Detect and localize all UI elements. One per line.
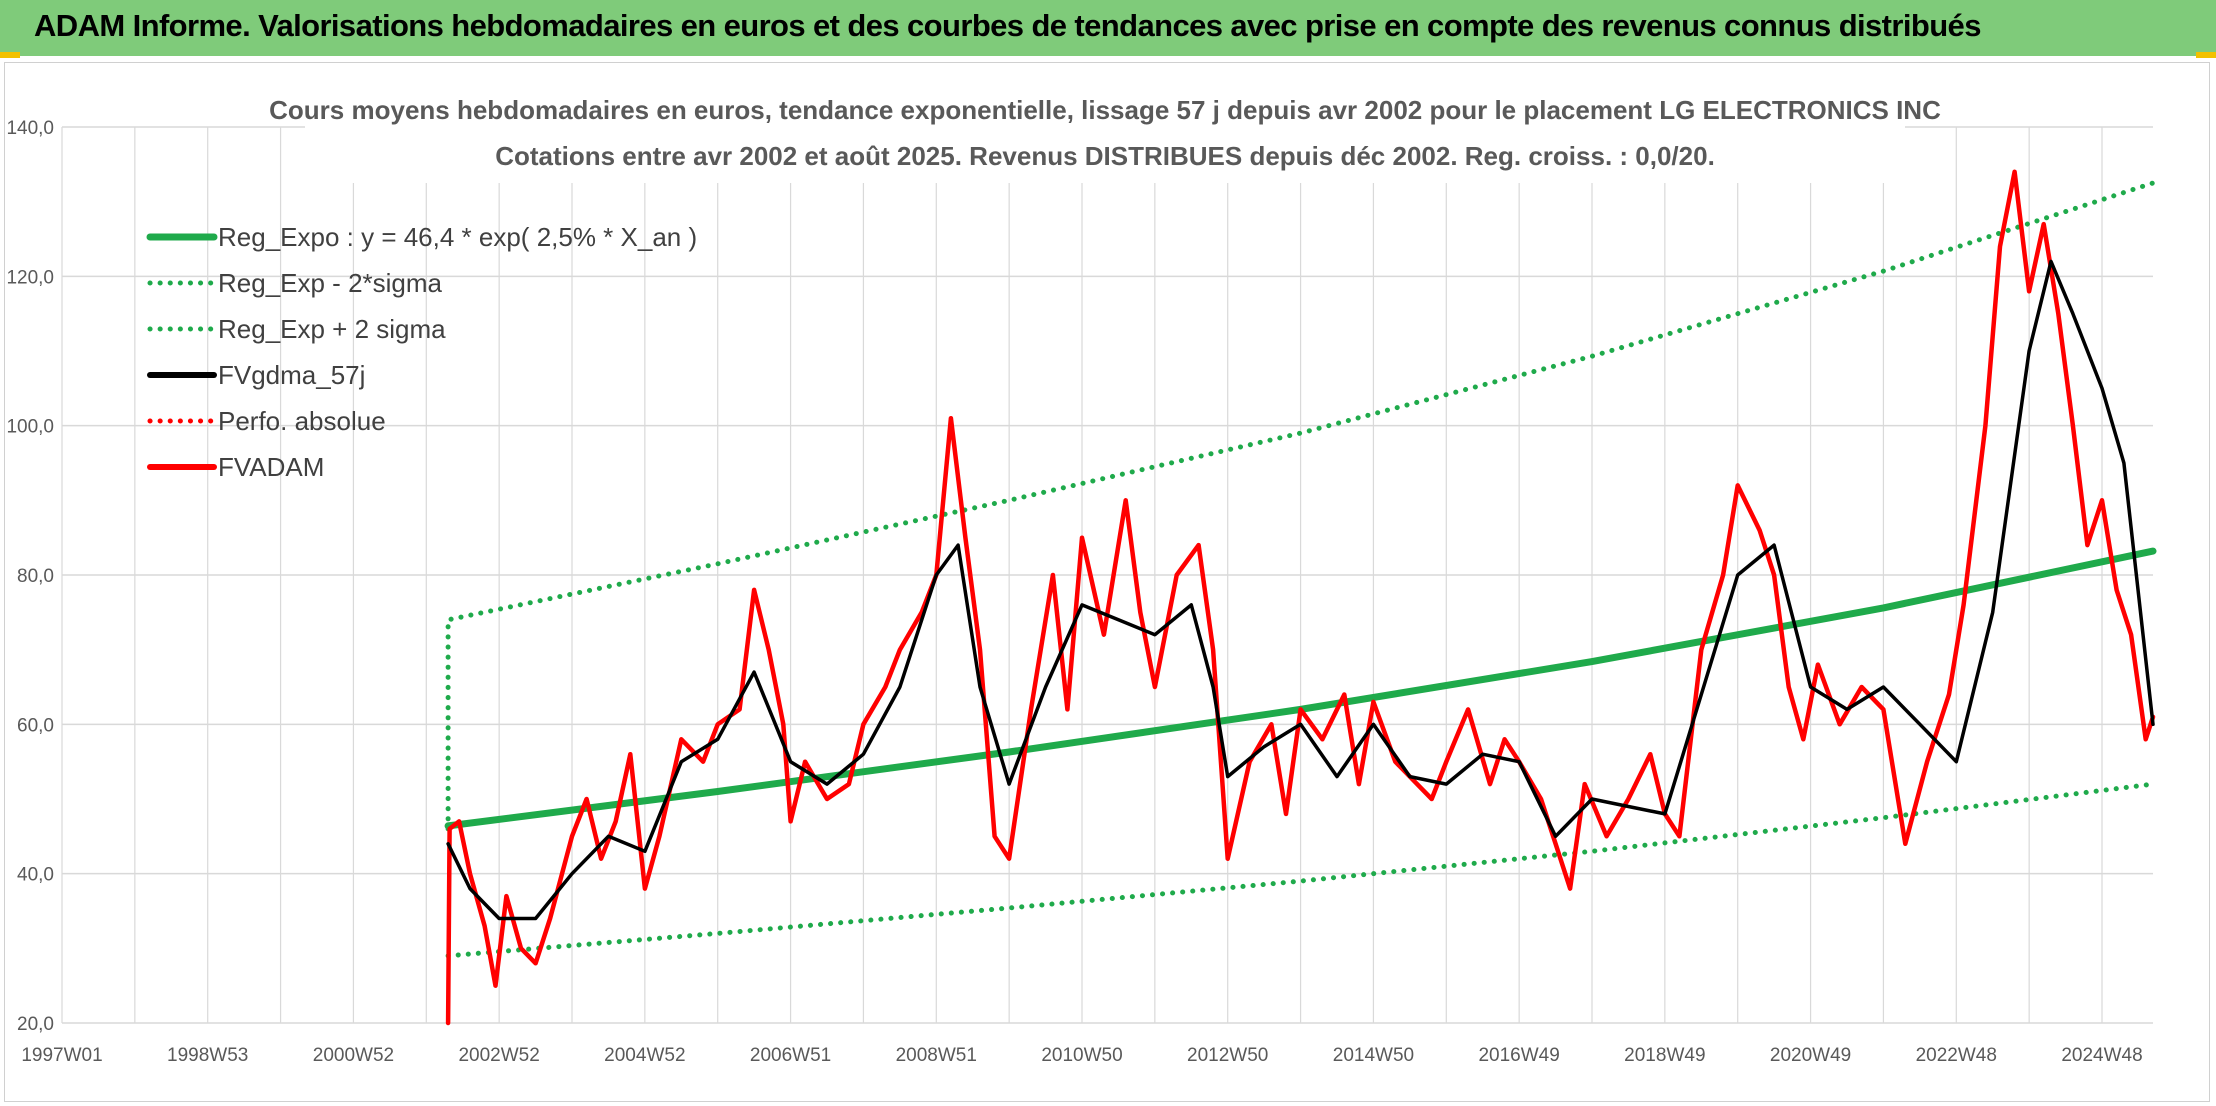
y-tick-label: 20,0 [17, 1014, 54, 1035]
series-line-3 [446, 259, 2155, 921]
x-tick-label: 2012W50 [1187, 1045, 1268, 1066]
x-tick-label: 2018W49 [1624, 1045, 1705, 1066]
legend-label-3: FVgdma_57j [218, 360, 365, 390]
axis-labels: 20,0 40,0 60,0 80,0 100,0 120,0 140,0 1997W01 19… [6, 118, 2142, 1066]
x-tick-label: 2002W52 [458, 1045, 539, 1066]
chart-title-line-2: Cotations entre avr 2002 et août 2025. R… [495, 141, 1715, 171]
legend: Reg_Expo : y = 46,4 * exp( 2,5% * X_an )… [146, 222, 697, 482]
chart-title-block: Cours moyens hebdomadaires en euros, ten… [269, 63, 1941, 183]
series-line-5 [445, 169, 2156, 1026]
x-tick-label: 2022W48 [1916, 1045, 1997, 1066]
chart-frame: Cours moyens hebdomadaires en euros, ten… [4, 62, 2210, 1102]
y-tick-label: 80,0 [17, 566, 54, 587]
x-tick-label: 2000W52 [313, 1045, 394, 1066]
line-chart: Cours moyens hebdomadaires en euros, ten… [6, 63, 2157, 1066]
legend-label-5: FVADAM [218, 452, 324, 482]
series-line-1 [445, 781, 2156, 959]
y-tick-label: 40,0 [17, 865, 54, 886]
legend-label-4: Perfo. absolue [218, 406, 386, 436]
x-tick-label: 1997W01 [21, 1045, 102, 1066]
x-tick-label: 2006W51 [750, 1045, 831, 1066]
legend-label-1: Reg_Exp - 2*sigma [218, 268, 443, 298]
legend-label-0: Reg_Expo : y = 46,4 * exp( 2,5% * X_an ) [218, 222, 697, 252]
y-tick-label: 140,0 [6, 118, 54, 139]
grid-layer [61, 126, 2153, 1024]
x-tick-label: 1998W53 [167, 1045, 248, 1066]
series-layer [444, 169, 2157, 1026]
chart-title-line-1: Cours moyens hebdomadaires en euros, ten… [269, 95, 1941, 125]
corner-mark-right [2196, 52, 2216, 58]
x-tick-label: 2004W52 [604, 1045, 685, 1066]
x-tick-label: 2016W49 [1478, 1045, 1559, 1066]
title-backdrop [305, 63, 1905, 183]
x-tick-label: 2014W50 [1333, 1045, 1414, 1066]
x-tick-label: 2020W49 [1770, 1045, 1851, 1066]
series-line-2 [445, 180, 2156, 832]
banner-title: ADAM Informe. Valorisations hebdomadaire… [34, 8, 1981, 43]
y-tick-label: 100,0 [6, 417, 54, 438]
legend-label-2: Reg_Exp + 2 sigma [218, 314, 446, 344]
y-tick-label: 60,0 [17, 715, 54, 736]
x-tick-label: 2024W48 [2061, 1045, 2142, 1066]
y-tick-label: 120,0 [6, 267, 54, 288]
top-banner: ADAM Informe. Valorisations hebdomadaire… [0, 0, 2216, 58]
x-tick-label: 2010W50 [1041, 1045, 1122, 1066]
corner-mark-left [0, 52, 20, 58]
x-tick-label: 2008W51 [896, 1045, 977, 1066]
